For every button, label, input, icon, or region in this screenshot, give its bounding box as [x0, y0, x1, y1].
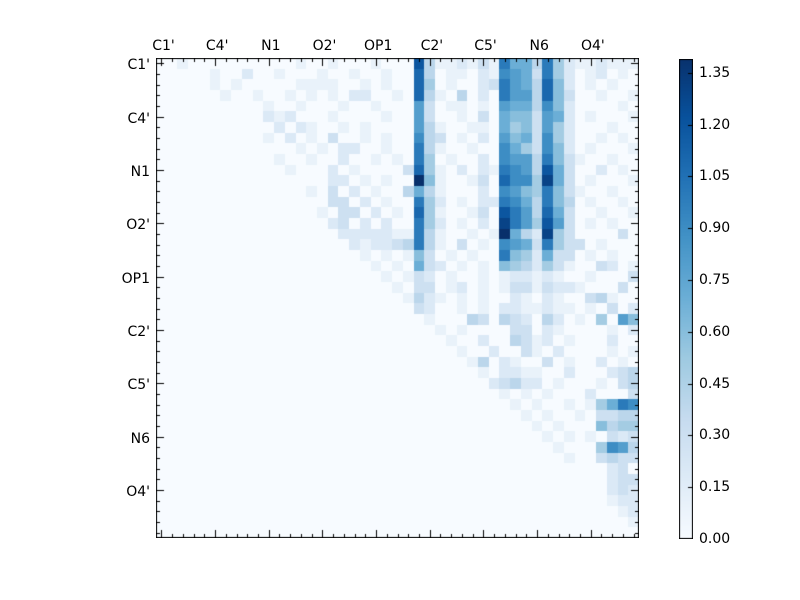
- y-tick-label: C2': [127, 324, 150, 341]
- y-tick-label: N6: [130, 430, 150, 447]
- y-tick-label: C1': [127, 57, 150, 74]
- x-tick-label: C5': [474, 38, 497, 54]
- colorbar-tick-label: 0.45: [699, 375, 731, 392]
- y-tick-label: N1: [130, 164, 150, 181]
- colorbar-canvas: [679, 59, 693, 539]
- y-tick-label: OP1: [121, 270, 150, 287]
- colorbar-tick-label: 0.30: [699, 427, 731, 444]
- colorbar-tick-label: 1.20: [699, 116, 731, 133]
- x-tick-label: N1: [261, 38, 281, 54]
- x-tick-label: C2': [420, 38, 444, 54]
- colorbar-tick-label: 0.15: [699, 479, 731, 496]
- x-tick-label: C4': [205, 38, 229, 54]
- y-tick-label: O4': [126, 484, 150, 501]
- heatmap-canvas: [156, 58, 639, 538]
- colorbar-tick-label: 1.35: [699, 64, 731, 81]
- y-tick-label: C5': [127, 377, 150, 394]
- y-tick-label: O2': [126, 217, 150, 234]
- x-tick-label: C1': [152, 38, 175, 54]
- colorbar-tick-label: 0.75: [699, 272, 731, 288]
- colorbar-tick-label: 1.05: [699, 168, 731, 185]
- x-tick-label: OP1: [363, 38, 393, 54]
- x-tick-label: N6: [529, 38, 549, 54]
- colorbar-tick-label: 0.60: [699, 323, 731, 340]
- colorbar-tick-label: 0.90: [699, 220, 731, 237]
- x-tick-label: O4': [580, 38, 605, 54]
- y-tick-label: C4': [127, 110, 150, 127]
- x-tick-label: O2': [312, 38, 337, 54]
- colorbar-tick-label: 0.00: [699, 531, 731, 547]
